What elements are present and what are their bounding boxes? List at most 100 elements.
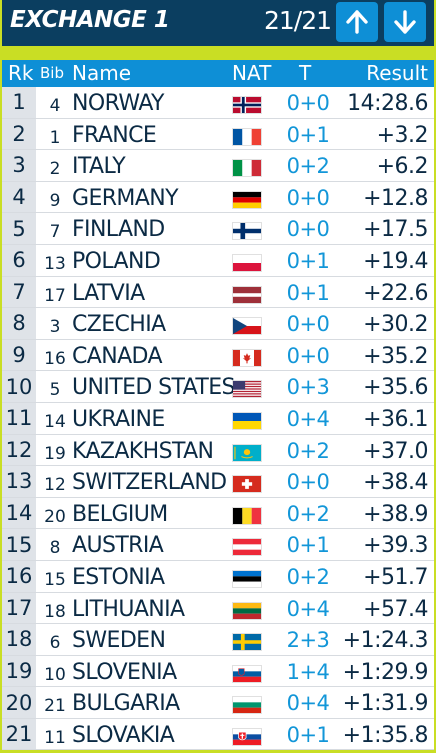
table-row[interactable]: 13 12 SWITZERLAND 0+0 +38.4 — [2, 466, 434, 498]
result-time: +37.0 — [363, 438, 428, 464]
nation-name: FRANCE — [72, 122, 157, 148]
result-time: +35.2 — [363, 343, 428, 369]
results-list: 1 4 NORWAY 0+0 14:28.6 2 1 FRANCE 0+1 +3.2 3 2 ITALY… — [2, 87, 434, 751]
bulgaria-flag-icon — [232, 696, 262, 715]
table-row[interactable]: 18 6 SWEDEN 2+3 +1:24.3 — [2, 624, 434, 656]
col-nat: NAT — [232, 61, 272, 85]
table-row[interactable]: 15 8 AUSTRIA 0+1 +39.3 — [2, 529, 434, 561]
shooting-penalties: 0+1 — [286, 248, 330, 273]
bib-cell: 20 — [44, 506, 66, 527]
shooting-penalties: 0+0 — [286, 185, 330, 210]
belgium-flag-icon — [232, 506, 262, 525]
shooting-penalties: 0+0 — [286, 217, 330, 242]
rank-cell: 6 — [2, 244, 36, 276]
shooting-penalties: 0+1 — [286, 280, 330, 305]
shooting-penalties: 0+4 — [286, 596, 330, 621]
nation-name: SWEDEN — [72, 628, 166, 654]
rank-cell: 17 — [2, 592, 36, 624]
nation-name: CANADA — [72, 343, 163, 369]
rank-cell: 1 — [2, 87, 36, 118]
bib-cell: 16 — [44, 348, 66, 369]
result-time: +6.2 — [376, 154, 429, 180]
nation-name: GERMANY — [72, 185, 179, 211]
arrow-up-icon — [346, 10, 368, 34]
table-row[interactable]: 2 1 FRANCE 0+1 +3.2 — [2, 118, 434, 151]
shooting-penalties: 0+2 — [286, 501, 330, 526]
shooting-penalties: 0+1 — [286, 122, 330, 147]
result-time: +1:24.3 — [342, 628, 429, 654]
rank-cell: 4 — [2, 181, 36, 213]
bib-cell: 10 — [44, 664, 66, 685]
table-row[interactable]: 20 21 BULGARIA 0+4 +1:31.9 — [2, 687, 434, 719]
poland-flag-icon — [232, 253, 262, 272]
kazakhstan-flag-icon — [232, 443, 262, 462]
result-time: +3.2 — [376, 122, 429, 148]
table-row[interactable]: 8 3 CZECHIA 0+0 +30.2 — [2, 308, 434, 340]
table-row[interactable]: 9 16 CANADA 0+0 +35.2 — [2, 339, 434, 372]
nation-name: BELGIUM — [72, 501, 168, 527]
germany-flag-icon — [232, 190, 262, 209]
bib-cell: 19 — [44, 443, 66, 464]
table-row[interactable]: 17 18 LITHUANIA 0+4 +57.4 — [2, 592, 434, 625]
table-row[interactable]: 7 17 LATVIA 0+1 +22.6 — [2, 276, 434, 309]
table-row[interactable]: 1 4 NORWAY 0+0 14:28.6 — [2, 87, 434, 119]
bib-cell: 13 — [44, 253, 66, 274]
table-row[interactable]: 6 13 POLAND 0+1 +19.4 — [2, 244, 434, 277]
nation-name: BULGARIA — [72, 691, 180, 717]
column-header-row: Rk Bib Name NAT T Result — [2, 60, 434, 87]
arrow-down-icon — [394, 10, 416, 34]
rank-cell: 2 — [2, 118, 36, 150]
bib-cell: 4 — [49, 96, 61, 116]
table-row[interactable]: 3 2 ITALY 0+2 +6.2 — [2, 150, 434, 182]
bib-cell: 15 — [44, 569, 66, 590]
rank-cell: 19 — [2, 655, 36, 687]
shooting-penalties: 0+1 — [286, 722, 330, 747]
col-result: Result — [366, 61, 428, 85]
finland-flag-icon — [232, 222, 262, 241]
rank-cell: 9 — [2, 339, 36, 371]
scroll-down-button[interactable] — [384, 2, 426, 42]
rank-cell: 10 — [2, 371, 36, 402]
table-row[interactable]: 12 19 KAZAKHSTAN 0+2 +37.0 — [2, 434, 434, 467]
latvia-flag-icon — [232, 285, 262, 304]
rank-cell: 11 — [2, 402, 36, 434]
bib-cell: 5 — [49, 380, 61, 401]
table-row[interactable]: 4 9 GERMANY 0+0 +12.8 — [2, 181, 434, 214]
rank-cell: 3 — [2, 150, 36, 181]
bib-cell: 2 — [49, 159, 61, 180]
rank-cell: 18 — [2, 624, 36, 655]
shooting-penalties: 0+2 — [286, 154, 330, 179]
shooting-penalties: 1+4 — [286, 659, 330, 684]
result-time: +12.8 — [363, 185, 428, 211]
result-time: +36.1 — [363, 406, 428, 432]
table-row[interactable]: 21 11 SLOVAKIA 0+1 +1:35.8 — [2, 718, 434, 751]
col-shooting: T — [299, 61, 312, 85]
nation-name: SWITZERLAND — [72, 470, 227, 496]
table-row[interactable]: 16 15 ESTONIA 0+2 +51.7 — [2, 560, 434, 593]
result-time: +1:35.8 — [342, 722, 429, 748]
slovakia-flag-icon — [232, 727, 262, 746]
nation-name: SLOVAKIA — [72, 722, 175, 748]
table-row[interactable]: 19 10 SLOVENIA 1+4 +1:29.9 — [2, 655, 434, 688]
austria-flag-icon — [232, 538, 262, 557]
bib-cell: 21 — [44, 696, 66, 717]
result-time: +57.4 — [363, 596, 428, 622]
table-row[interactable]: 14 20 BELGIUM 0+2 +38.9 — [2, 497, 434, 530]
result-time: +38.9 — [363, 501, 428, 527]
bib-cell: 1 — [49, 127, 61, 148]
scroll-up-button[interactable] — [336, 2, 378, 42]
table-row[interactable]: 11 14 UKRAINE 0+4 +36.1 — [2, 402, 434, 435]
bib-cell: 18 — [44, 601, 66, 622]
table-row[interactable]: 5 7 FINLAND 0+0 +17.5 — [2, 213, 434, 245]
page-counter: 21/21 — [264, 6, 332, 35]
rank-cell: 7 — [2, 276, 36, 308]
shooting-penalties: 0+0 — [286, 470, 330, 495]
rank-cell: 8 — [2, 308, 36, 339]
nation-name: POLAND — [72, 248, 161, 274]
rank-cell: 15 — [2, 529, 36, 560]
table-row[interactable]: 10 5 UNITED STATES 0+3 +35.6 — [2, 371, 434, 403]
lithuania-flag-icon — [232, 601, 262, 620]
shooting-penalties: 0+0 — [286, 312, 330, 337]
rank-cell: 13 — [2, 466, 36, 497]
